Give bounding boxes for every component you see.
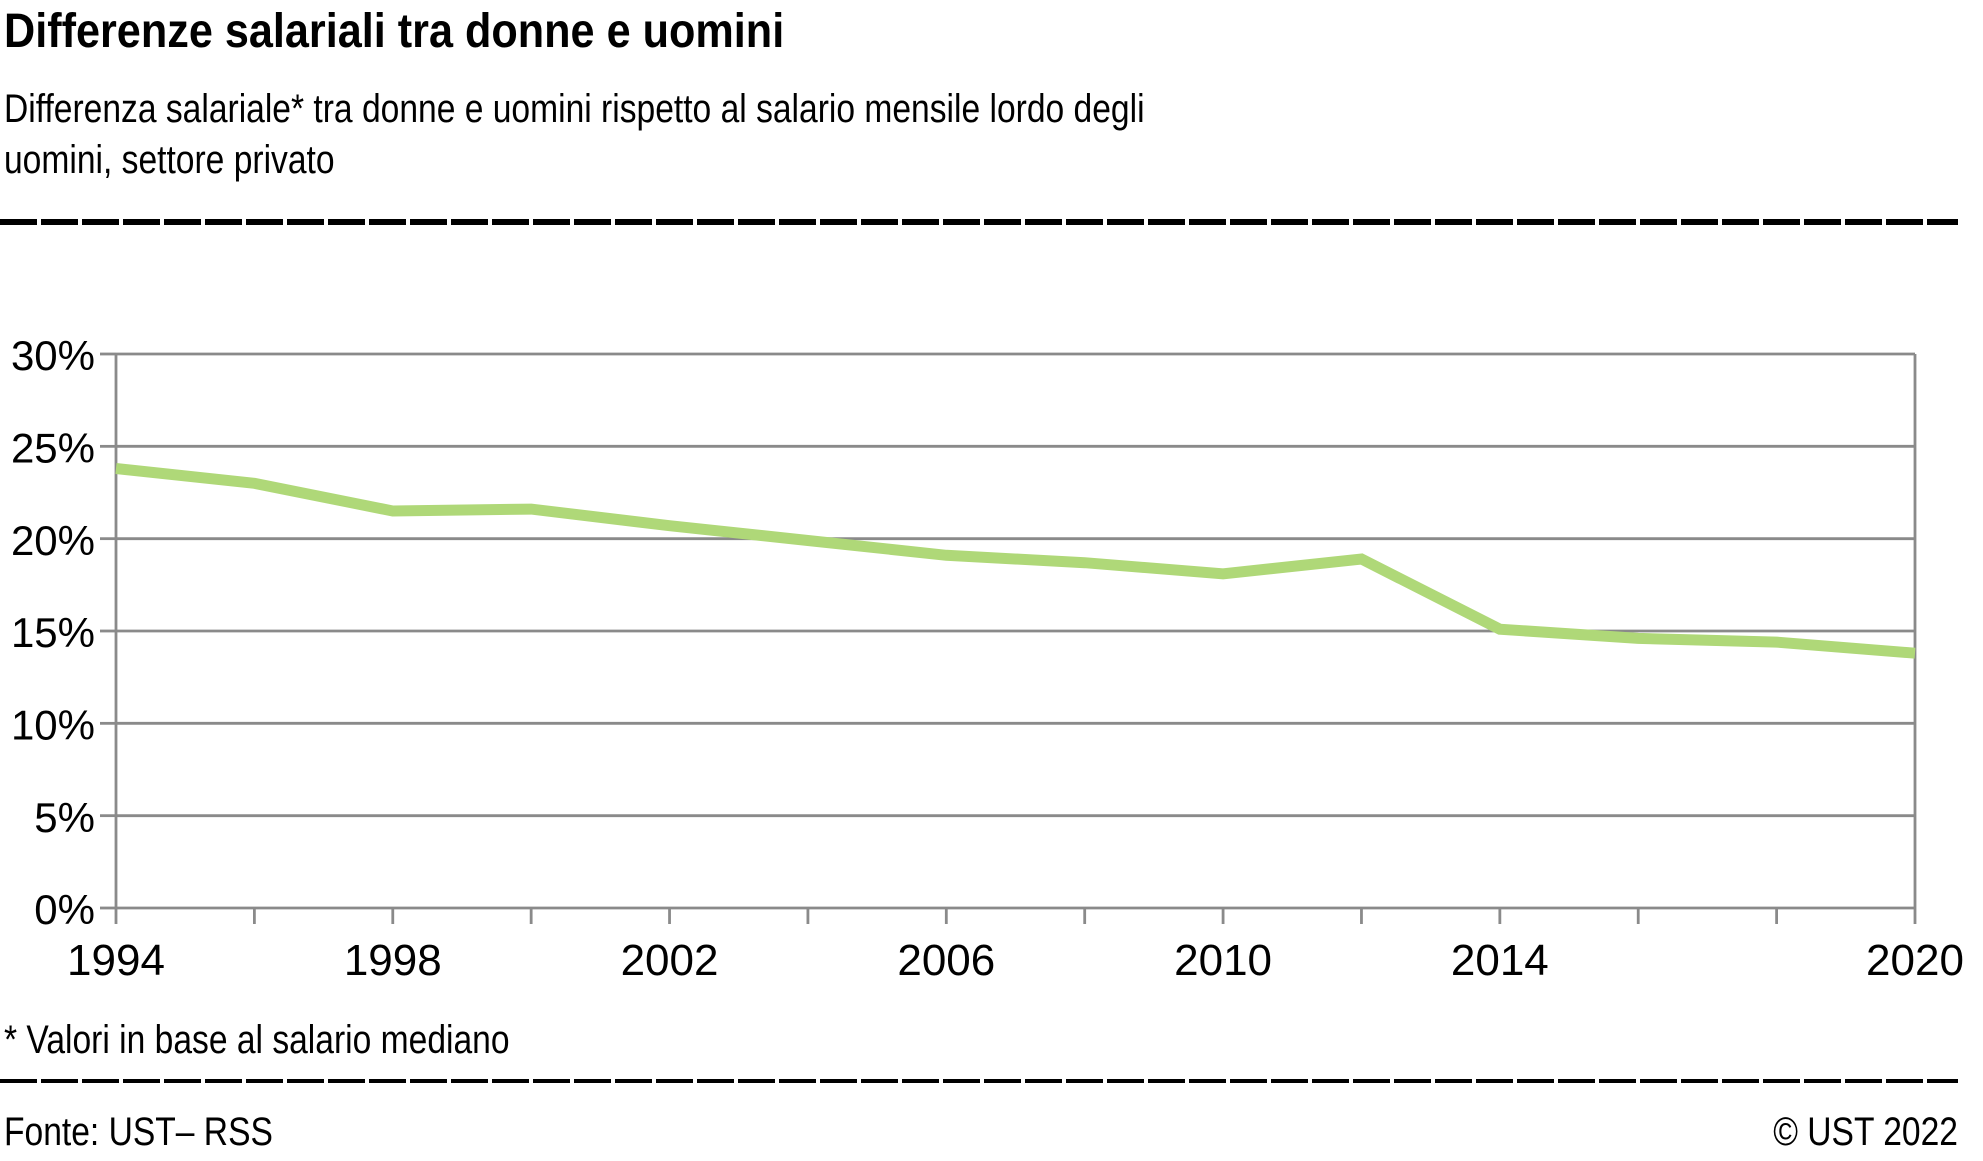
x-axis-tick-label: 2020 — [1866, 936, 1964, 985]
y-axis-tick-label: 5% — [34, 794, 95, 841]
chart-subtitle-text: Differenza salariale* tra donne e uomini… — [4, 87, 1145, 182]
wage-gap-data-line — [115, 463, 1916, 659]
bottom-separator-rule — [0, 1079, 1958, 1083]
x-axis-tick-label: 2010 — [1174, 936, 1272, 985]
x-axis-tick-label: 1998 — [344, 936, 442, 985]
x-axis-tick-label: 2006 — [897, 936, 995, 985]
x-axis-tick-label: 2002 — [621, 936, 719, 985]
copyright-label-text: © UST 2022 — [1773, 1110, 1958, 1154]
x-axis-tick-label: 2014 — [1451, 936, 1549, 985]
y-axis-tick-label: 0% — [34, 886, 95, 933]
page-title-text: Differenze salariali tra donne e uomini — [4, 5, 785, 58]
source-label: Fonte: UST– RSS — [4, 1110, 324, 1155]
page-title: Differenze salariali tra donne e uomini — [4, 5, 871, 59]
y-axis-tick-label: 10% — [11, 702, 95, 749]
chart-footnote-text: * Valori in base al salario mediano — [4, 1018, 510, 1062]
x-axis-tick-label: 1994 — [67, 936, 165, 985]
y-axis-tick-label: 30% — [11, 332, 95, 379]
copyright-label: © UST 2022 — [1738, 1110, 1958, 1155]
y-axis-tick-label: 25% — [11, 425, 95, 472]
top-separator-rule — [0, 219, 1958, 225]
source-label-text: Fonte: UST– RSS — [4, 1110, 273, 1154]
y-axis-tick-label: 15% — [11, 609, 95, 656]
chart-subtitle: Differenza salariale* tra donne e uomini… — [4, 84, 1362, 186]
chart-footnote: * Valori in base al salario mediano — [4, 1018, 606, 1062]
y-axis-tick-label: 20% — [11, 517, 95, 564]
